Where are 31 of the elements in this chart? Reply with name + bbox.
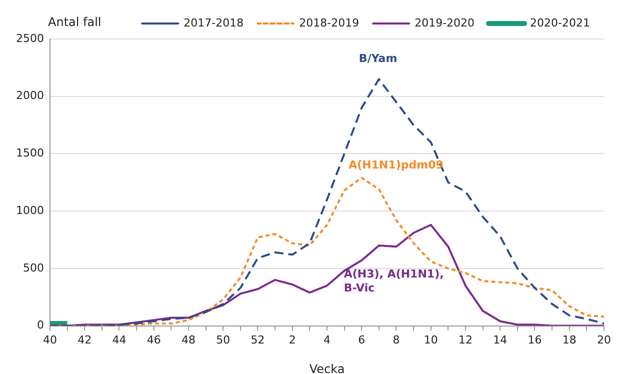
x-tick-label: 18 — [562, 333, 576, 346]
legend-label: 2020-2021 — [530, 16, 590, 30]
legend-label: 2018-2019 — [299, 16, 360, 30]
annotation: B/Yam — [358, 52, 398, 66]
y-tick-label: 2500 — [16, 32, 44, 45]
x-tick-label: 50 — [216, 333, 230, 346]
x-tick-label: 44 — [112, 333, 126, 346]
x-tick-label: 16 — [528, 333, 542, 346]
x-tick-label: 52 — [250, 333, 265, 346]
x-tick-label: 4 — [323, 333, 330, 346]
x-tick-label: 8 — [392, 333, 400, 346]
x-tick-label: 42 — [78, 333, 92, 346]
x-tick-label: 6 — [358, 333, 366, 346]
x-tick-label: 12 — [458, 333, 472, 346]
x-tick-label: 48 — [181, 333, 196, 346]
x-axis-title: Vecka — [309, 362, 345, 374]
x-tick-label: 14 — [493, 333, 508, 346]
y-tick-label: 1000 — [16, 204, 44, 217]
x-tick-label: 10 — [424, 333, 438, 346]
annotation: A(H3), A(H1N1), B-Vic — [344, 268, 444, 295]
y-axis-title: Antal fall — [48, 15, 102, 30]
x-tick-label: 46 — [146, 333, 161, 346]
y-tick-label: 2000 — [16, 89, 44, 102]
y-tick-label: 500 — [22, 261, 44, 274]
x-tick-label: 40 — [42, 333, 57, 346]
x-tick-label: 2 — [288, 333, 296, 346]
y-tick-label: 0 — [36, 318, 44, 332]
x-tick-label: 20 — [597, 333, 611, 346]
legend-label: 2017-2018 — [184, 16, 244, 30]
y-tick-label: 1500 — [16, 146, 44, 160]
legend-label: 2019-2020 — [414, 16, 475, 30]
